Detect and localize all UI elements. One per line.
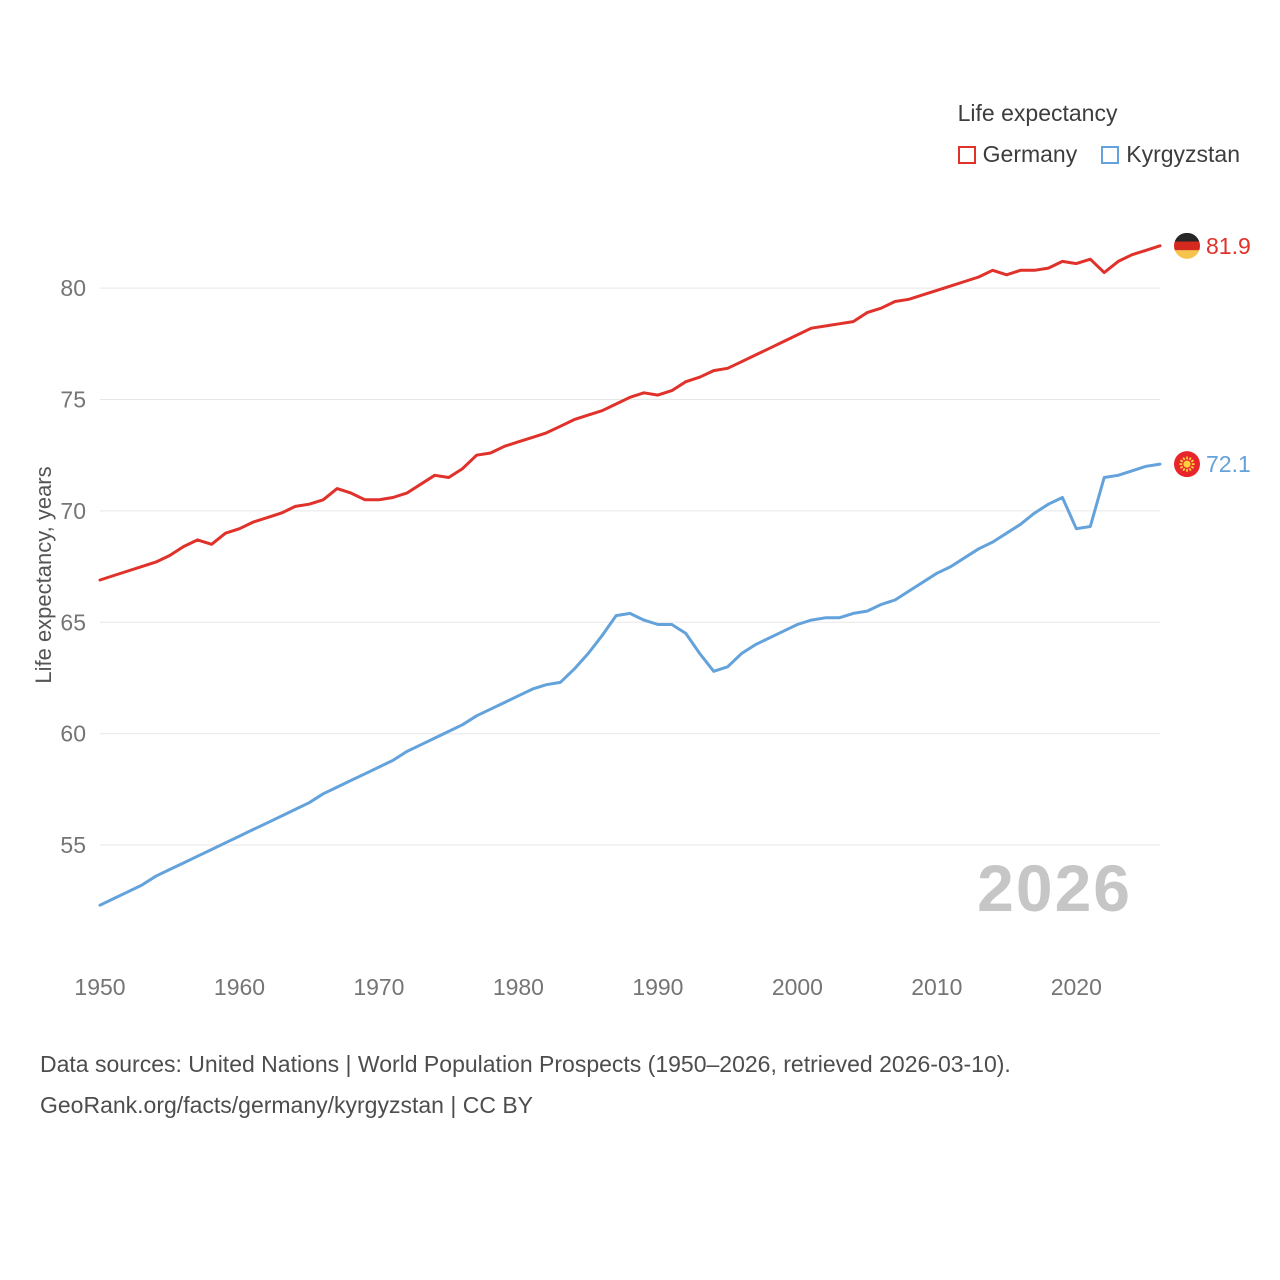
watermark-year: 2026 [977,851,1132,925]
legend-item-kyrgyzstan[interactable]: Kyrgyzstan [1101,141,1240,168]
x-tick-label: 2000 [772,974,823,1000]
kyrgyzstan-flag-icon [1174,451,1200,478]
y-axis-title: Life expectancy, years [31,466,56,684]
germany-swatch-icon [957,145,976,164]
x-tick-label: 1960 [214,974,265,1000]
germany-flag-icon [1174,232,1200,259]
y-tick-label: 80 [60,275,86,301]
legend: Life expectancy Germany Kyrgyzstan [957,100,1240,168]
legend-label-kyrgyzstan: Kyrgyzstan [1126,141,1240,167]
y-tick-label: 75 [60,387,86,413]
x-tick-label: 1990 [632,974,683,1000]
kyrgyzstan-swatch-icon [1101,145,1120,164]
footer-sources: Data sources: United Nations | World Pop… [40,1051,1011,1077]
legend-label-germany: Germany [982,141,1078,167]
legend-row: Germany Kyrgyzstan [957,141,1240,168]
x-tick-label: 1970 [353,974,404,1000]
series-line-germany [98,244,1162,582]
end-value-kyrgyzstan: 72.1 [1206,451,1251,477]
series-line-kyrgyzstan [98,462,1162,907]
end-value-germany: 81.9 [1206,233,1251,259]
x-tick-label: 1950 [74,974,125,1000]
footer-attribution[interactable]: GeoRank.org/facts/germany/kyrgyzstan | C… [40,1092,533,1119]
y-tick-label: 70 [60,498,86,524]
legend-title: Life expectancy [957,100,1118,126]
footer: Data sources: United Nations | World Pop… [40,1044,1011,1127]
y-tick-label: 60 [60,721,86,747]
x-tick-label: 1980 [493,974,544,1000]
y-tick-label: 65 [60,609,86,635]
x-tick-label: 2020 [1051,974,1102,1000]
y-tick-label: 55 [60,832,86,858]
legend-item-germany[interactable]: Germany [957,141,1078,168]
line-chart: 55 60 65 70 75 80 1950 1960 1970 1980 1990 2000 2010… [60,232,1251,1000]
x-tick-label: 2010 [911,974,962,1000]
